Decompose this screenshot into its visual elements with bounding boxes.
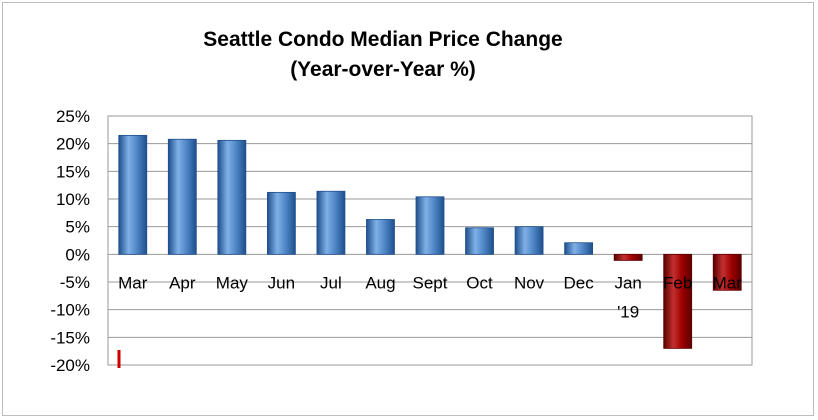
- x-tick-label: Oct: [466, 273, 493, 292]
- chart-title: Seattle Condo Median Price Change: [203, 28, 563, 51]
- x-tick-label: Sept: [413, 273, 448, 292]
- x-tick-label: Feb: [663, 273, 692, 292]
- x-tick-label: '19: [617, 302, 639, 321]
- x-tick-label: Jul: [320, 273, 342, 292]
- chart-title-block: Seattle Condo Median Price Change (Year-…: [3, 25, 763, 85]
- bar: [514, 226, 544, 255]
- chart-subtitle: (Year-over-Year %): [290, 58, 476, 81]
- bar: [613, 253, 643, 261]
- bar: [266, 191, 296, 255]
- y-tick-label: 5%: [65, 218, 90, 237]
- x-tick-label: Dec: [563, 273, 594, 292]
- x-tick-label: Mar: [118, 273, 148, 292]
- y-tick-label: 10%: [56, 190, 90, 209]
- y-tick-label: -20%: [50, 356, 90, 375]
- bar: [663, 253, 693, 349]
- bar: [316, 190, 346, 255]
- y-tick-label: 0%: [65, 245, 90, 264]
- bar: [415, 196, 445, 255]
- bar: [118, 134, 148, 255]
- y-tick-label: -5%: [60, 273, 90, 292]
- bar: [465, 227, 494, 255]
- bar: [217, 139, 247, 255]
- x-tick-label: May: [216, 273, 249, 292]
- x-tick-label: Nov: [514, 273, 545, 292]
- x-tick-label: Mar: [713, 273, 743, 292]
- bar: [712, 253, 742, 291]
- y-tick-label: -15%: [50, 328, 90, 347]
- y-tick-label: -10%: [50, 301, 90, 320]
- y-tick-label: 25%: [56, 107, 90, 126]
- bar: [167, 138, 197, 255]
- x-tick-label: Apr: [169, 273, 196, 292]
- x-tick-label: Jan: [614, 273, 641, 292]
- y-tick-label: 20%: [56, 135, 90, 154]
- y-tick-label: 15%: [56, 162, 90, 181]
- bar: [366, 219, 395, 255]
- x-tick-label: Jun: [268, 273, 295, 292]
- x-tick-label: Aug: [365, 273, 395, 292]
- bar: [564, 242, 594, 255]
